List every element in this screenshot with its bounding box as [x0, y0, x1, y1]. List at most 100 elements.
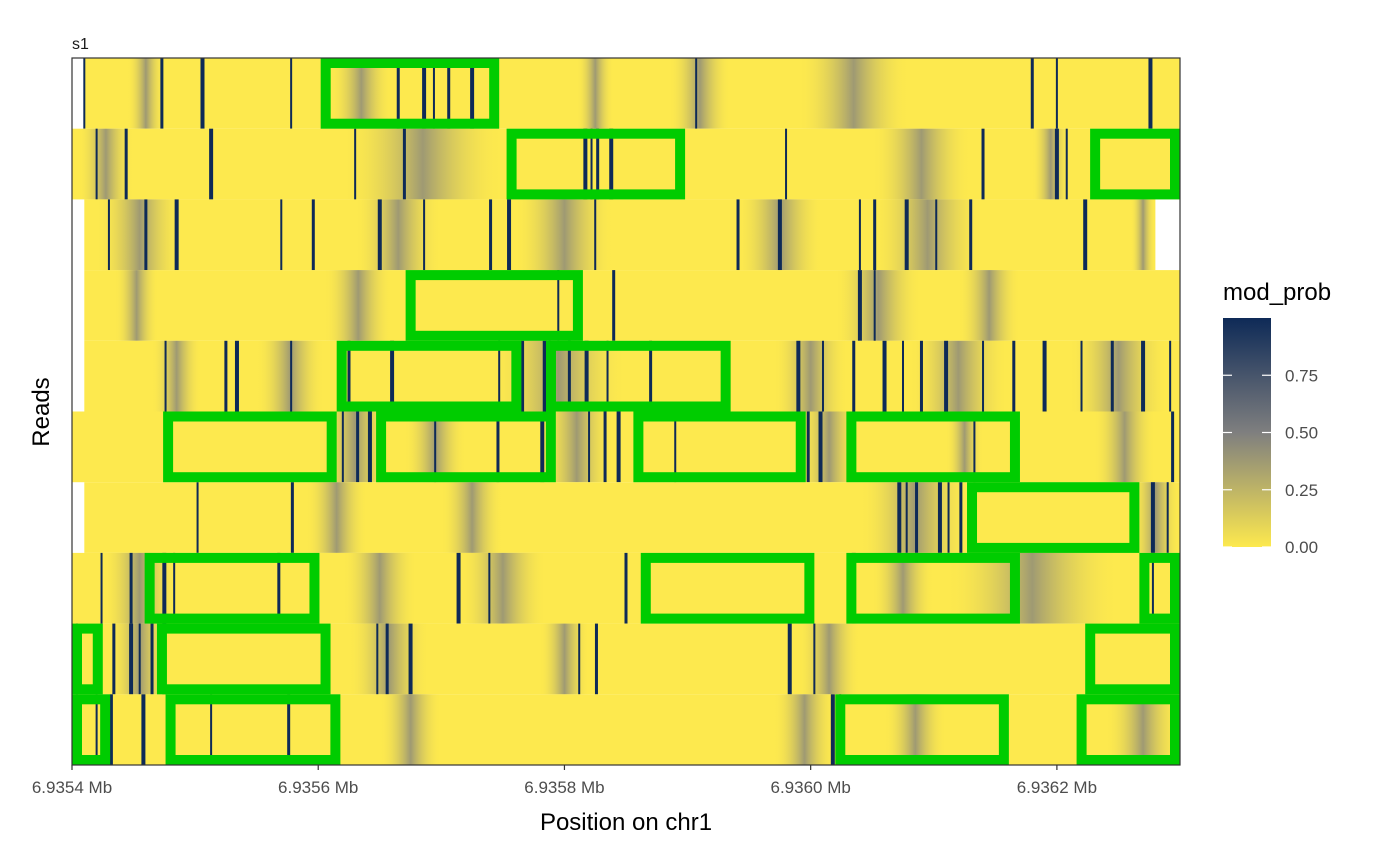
highlight-box: [1076, 694, 1180, 765]
highlight-box: [633, 411, 806, 483]
modification-band: [773, 694, 836, 765]
modification-call: [796, 340, 801, 412]
legend: mod_prob 0.75 0.50 0.25 0.00: [1223, 279, 1331, 557]
modification-call: [138, 623, 141, 695]
modification-call: [1151, 552, 1154, 624]
modification-call: [695, 58, 698, 129]
modification-call: [1166, 482, 1169, 553]
modification-call: [280, 199, 283, 271]
legend-tick-label: 0.50: [1285, 424, 1318, 443]
modification-band: [872, 128, 971, 200]
modification-band: [441, 482, 503, 553]
highlight-box: [405, 270, 583, 341]
modification-call: [1141, 340, 1146, 412]
modification-call: [174, 199, 179, 271]
read-row: [84, 199, 1156, 271]
modification-band: [946, 552, 1119, 624]
modification-call: [489, 199, 493, 271]
read-row: [72, 128, 1180, 200]
modification-call: [234, 340, 239, 412]
modification-call: [787, 623, 792, 695]
x-axis: 6.9354 Mb 6.9356 Mb 6.9358 Mb 6.9360 Mb 6.93…: [32, 765, 1097, 797]
modification-call: [112, 623, 116, 695]
highlight-box: [72, 694, 111, 765]
modification-call: [83, 58, 86, 129]
modification-call: [609, 128, 614, 200]
modification-call: [1054, 128, 1059, 200]
modification-call: [947, 482, 950, 553]
modification-call: [873, 199, 877, 271]
highlight-box: [1085, 623, 1181, 695]
modification-call: [109, 694, 113, 765]
modification-call: [408, 623, 413, 695]
modification-call: [594, 199, 597, 271]
modification-call: [858, 199, 861, 271]
modification-call: [969, 199, 973, 271]
modification-call: [596, 128, 600, 200]
read-base: [72, 694, 1180, 765]
modification-call: [423, 199, 426, 271]
modification-call: [624, 552, 628, 624]
plot-panel-border: [71, 57, 1181, 766]
read-base: [72, 128, 1180, 200]
modification-call: [1169, 340, 1172, 412]
modification-call: [162, 552, 167, 624]
modification-call: [129, 623, 134, 695]
modification-call: [603, 411, 607, 483]
modification-band: [773, 340, 848, 412]
modification-call: [919, 340, 923, 412]
modification-band: [669, 58, 731, 129]
read-base: [84, 482, 1180, 553]
highlight-box: [163, 411, 337, 483]
highlight-box: [72, 623, 103, 695]
modification-band: [872, 199, 984, 271]
modification-call: [1042, 340, 1047, 412]
x-tick-label: 6.9360 Mb: [770, 778, 850, 797]
modification-call: [1150, 482, 1155, 553]
modification-call: [1012, 340, 1016, 412]
modification-band: [872, 552, 934, 624]
legend-title: mod_prob: [1223, 279, 1331, 306]
modification-band: [379, 694, 442, 765]
modification-call: [873, 270, 876, 341]
modification-band: [958, 270, 1020, 341]
modification-call: [959, 482, 963, 553]
modification-call: [376, 623, 379, 695]
modification-call: [606, 340, 609, 412]
modification-band: [305, 482, 368, 553]
modification-call: [540, 411, 545, 483]
modification-call: [785, 128, 788, 200]
modification-call: [277, 552, 281, 624]
modification-band: [78, 128, 134, 200]
modification-band: [330, 58, 393, 129]
plot-area: [72, 58, 1181, 765]
highlight-box: [336, 340, 522, 412]
read-row: [72, 411, 1180, 483]
modification-band: [798, 623, 860, 695]
modification-call: [341, 411, 344, 483]
highlight-box: [846, 411, 1020, 483]
modification-call: [164, 340, 167, 412]
modification-call: [432, 58, 435, 129]
modification-call: [973, 411, 976, 483]
modification-band: [152, 340, 202, 412]
modification-call: [422, 58, 427, 129]
modification-call: [144, 199, 148, 271]
modification-call: [590, 128, 593, 200]
modification-call: [882, 340, 887, 412]
modification-band: [127, 58, 165, 129]
modification-call: [578, 623, 581, 695]
modification-call: [583, 128, 588, 200]
modification-call: [897, 482, 902, 553]
modification-call: [200, 58, 205, 129]
modification-call: [542, 340, 547, 412]
modification-call: [173, 552, 176, 624]
modification-band: [1093, 411, 1156, 483]
read-base: [72, 411, 1180, 483]
modification-band: [1032, 128, 1070, 200]
modification-call: [982, 340, 985, 412]
modification-band: [96, 199, 183, 271]
read-row: [72, 623, 1180, 695]
modification-call: [498, 340, 501, 412]
modification-call: [981, 128, 985, 200]
